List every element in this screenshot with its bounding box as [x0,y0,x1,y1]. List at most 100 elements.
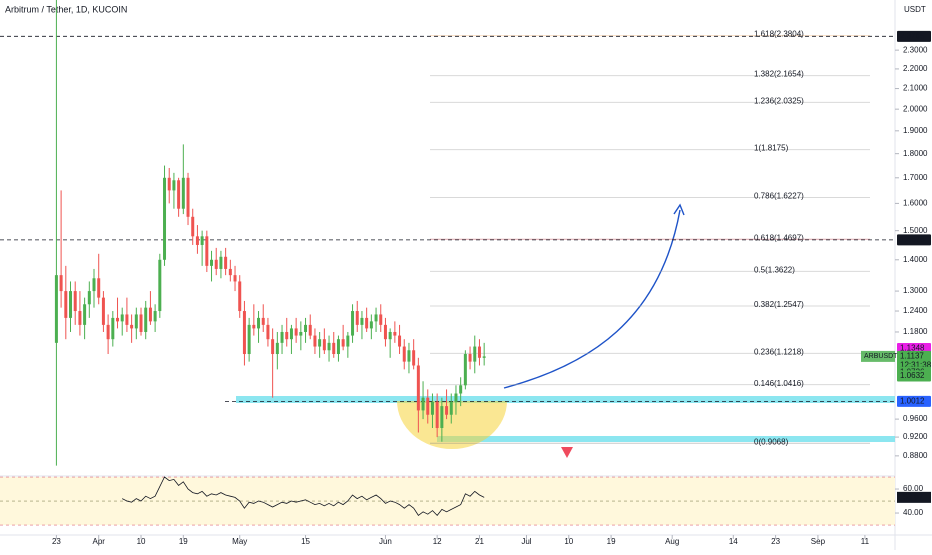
chart-title: Arbitrum / Tether, 1D, KUCOIN [5,4,127,14]
candle-body [87,291,91,305]
candle-body [200,236,204,245]
candle-body [449,401,453,415]
candle-body [275,342,279,355]
price-badge-time: 12:31:38 [900,361,932,370]
candle-body [416,365,420,411]
x-tick-label: Apr [92,537,105,546]
x-tick-label: 23 [52,537,61,546]
candle-body [177,180,181,209]
price-badge-label: 1.1348 [900,344,925,353]
projection-arrow [503,209,681,389]
candle-body [435,401,439,429]
candle-body [167,177,171,191]
support-zone [437,436,895,442]
candle-body [463,354,467,386]
x-tick-label: 14 [729,537,738,546]
candle-body [64,291,68,318]
price-badge-label: 2.3765 [900,31,925,40]
x-tick-label: 19 [179,537,188,546]
price-badge-label: 1.1137 [900,352,924,361]
candle-body [144,307,148,332]
candle-body [233,275,237,282]
candle-body [247,324,251,355]
candle-body [97,278,101,298]
arrow-head [673,203,685,216]
candle-body [257,317,261,329]
rounding-bottom [397,401,507,449]
candle-body [445,406,449,415]
candle-body [299,331,303,336]
rsi-badge [897,491,931,503]
candle-body [54,275,58,343]
candle-body [322,339,326,351]
candle-body [195,236,199,245]
fib-label: 0.618(1.4697) [754,233,804,242]
x-tick-label: 12 [433,537,442,546]
y-tick-label: 1.4000 [903,255,928,264]
y-tick-label: 2.2000 [903,64,928,73]
candle-body [402,346,406,362]
price-badge-label: 1.4676 [900,235,925,244]
x-tick-label: 19 [607,537,616,546]
candle-body [266,324,270,340]
candle-body [421,397,425,411]
candle-body [289,328,293,340]
candle-body [379,314,383,325]
candle-body [125,314,129,325]
price-badge [897,395,931,407]
candle-body [398,335,402,347]
candle-body [383,324,387,340]
candle-body [388,331,392,340]
price-badge [897,30,931,42]
candle-body [332,342,336,355]
candle-body [252,324,256,329]
y-tick-label: 1.2400 [903,306,928,315]
y-tick-label: 2.3000 [903,45,928,54]
rsi-line [122,476,485,517]
candle-body [346,335,350,347]
y-tick-label: 1.6000 [903,199,928,208]
x-tick-label: Jun [379,537,392,546]
candle-body [78,311,82,325]
candle-body [139,314,143,332]
fib-label: 0(0.9068) [754,437,789,446]
candle-body [355,311,359,325]
candle-body [327,342,331,351]
candle-body [468,354,472,362]
candle-body [369,321,373,329]
candle-body [294,328,298,336]
candle-body [106,324,110,340]
price-badge [897,370,931,382]
candle-body [205,236,209,266]
candle-body [59,275,63,292]
candle-body [242,311,246,355]
candle-body [101,297,105,325]
candle-body [473,346,477,362]
candle-body [318,339,322,347]
candle-body [459,385,463,394]
price-badge [897,350,931,371]
candle-body [313,335,317,347]
fib-label: 1(1.8175) [754,144,789,153]
candle-body [412,350,416,366]
candle-body [407,350,411,362]
candle-body [351,311,355,336]
candle-body [92,278,96,292]
candle-body [116,317,120,322]
price-badge [897,234,931,246]
y-tick-label: 1.3000 [903,286,928,295]
fib-label: 0.236(1.1218) [754,347,804,356]
price-badge-label: 1.0632 [900,371,925,380]
x-tick-label: 21 [475,537,484,546]
rsi-badge-label: 53.07 [903,492,924,501]
x-tick-label: Jul [521,537,531,546]
candle-body [341,339,345,347]
rsi-tick-label: 60.00 [903,484,924,493]
candle-body [482,356,486,358]
candle-body [430,401,434,415]
candle-body [285,331,289,340]
symbol-badge [861,350,895,362]
candle-body [454,393,458,402]
x-tick-label: Aug [665,537,679,546]
